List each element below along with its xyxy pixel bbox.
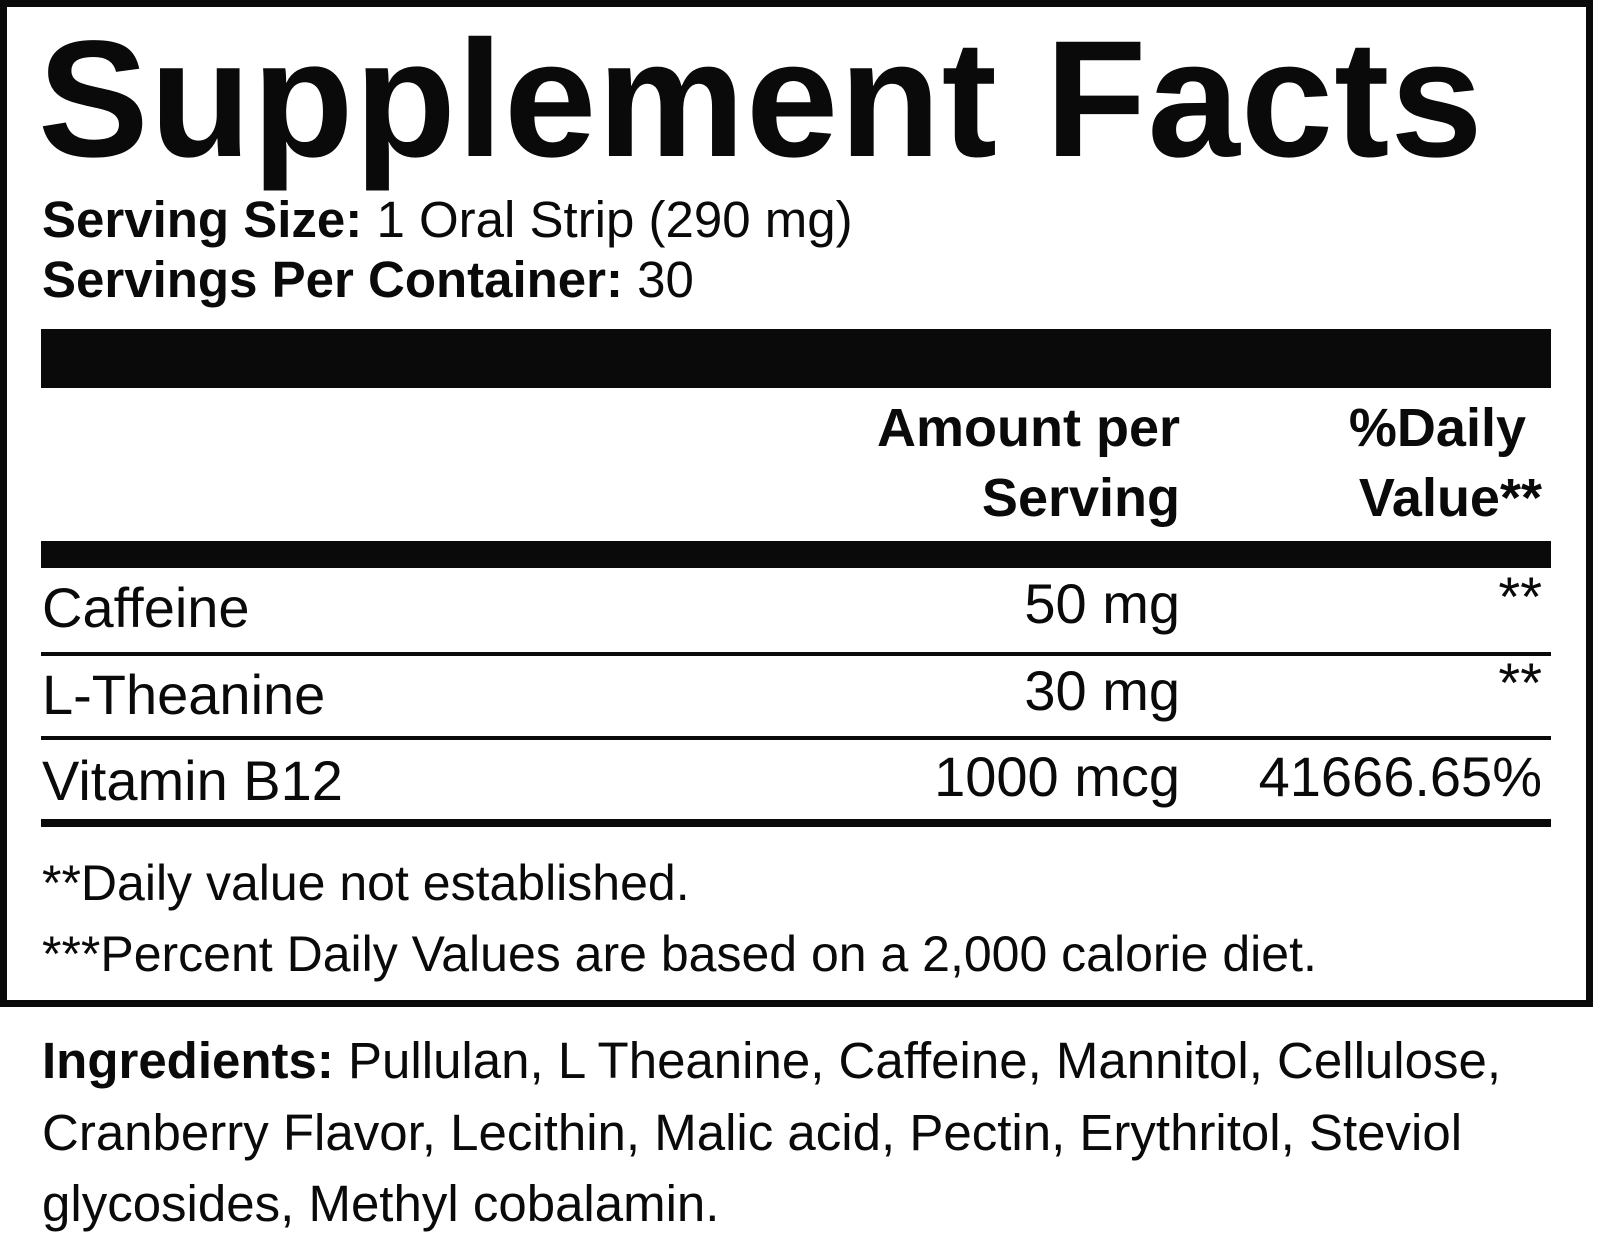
- serving-size-label: Serving Size:: [42, 191, 363, 248]
- header-line: Amount per: [877, 398, 1180, 458]
- daily-value-header: %Daily Value**: [1349, 393, 1542, 533]
- ingredients-label: Ingredients:: [42, 1032, 334, 1089]
- row-divider: [41, 652, 1551, 656]
- footnote: ***Percent Daily Values are based on a 2…: [42, 926, 1317, 982]
- row-divider: [41, 736, 1551, 740]
- row-name: Vitamin B12: [42, 749, 343, 812]
- panel-title: Supplement Facts: [38, 7, 1484, 192]
- footnote: **Daily value not established.: [42, 855, 690, 911]
- row-dv: **: [1498, 651, 1542, 714]
- serving-size-value: 1 Oral Strip (290 mg): [376, 191, 853, 248]
- ingredients-list: Pullulan, L Theanine, Caffeine, Mannitol…: [42, 1032, 1501, 1232]
- row-amount: 30 mg: [1024, 659, 1180, 722]
- ingredients: Ingredients: Pullulan, L Theanine, Caffe…: [42, 1025, 1572, 1240]
- header-line: Serving: [981, 468, 1180, 528]
- amount-per-serving-header: Amount per Serving: [877, 393, 1180, 533]
- row-dv: **: [1498, 565, 1542, 628]
- table-bottom-divider: [41, 819, 1551, 827]
- row-amount: 1000 mcg: [934, 745, 1180, 808]
- header-line: Value**: [1358, 468, 1542, 528]
- servings-per-container: Servings Per Container: 30: [42, 250, 694, 310]
- row-amount: 50 mg: [1024, 572, 1180, 635]
- header-divider: [41, 541, 1551, 568]
- header-line: %Daily: [1348, 398, 1526, 458]
- row-name: L-Theanine: [42, 663, 326, 726]
- supplement-facts-panel: [0, 0, 1593, 1007]
- servings-per-container-value: 30: [637, 251, 694, 308]
- row-dv: 41666.65%: [1258, 745, 1542, 808]
- servings-per-container-label: Servings Per Container:: [42, 251, 623, 308]
- serving-size: Serving Size: 1 Oral Strip (290 mg): [42, 190, 853, 250]
- row-name: Caffeine: [42, 576, 250, 639]
- thick-divider: [41, 329, 1551, 388]
